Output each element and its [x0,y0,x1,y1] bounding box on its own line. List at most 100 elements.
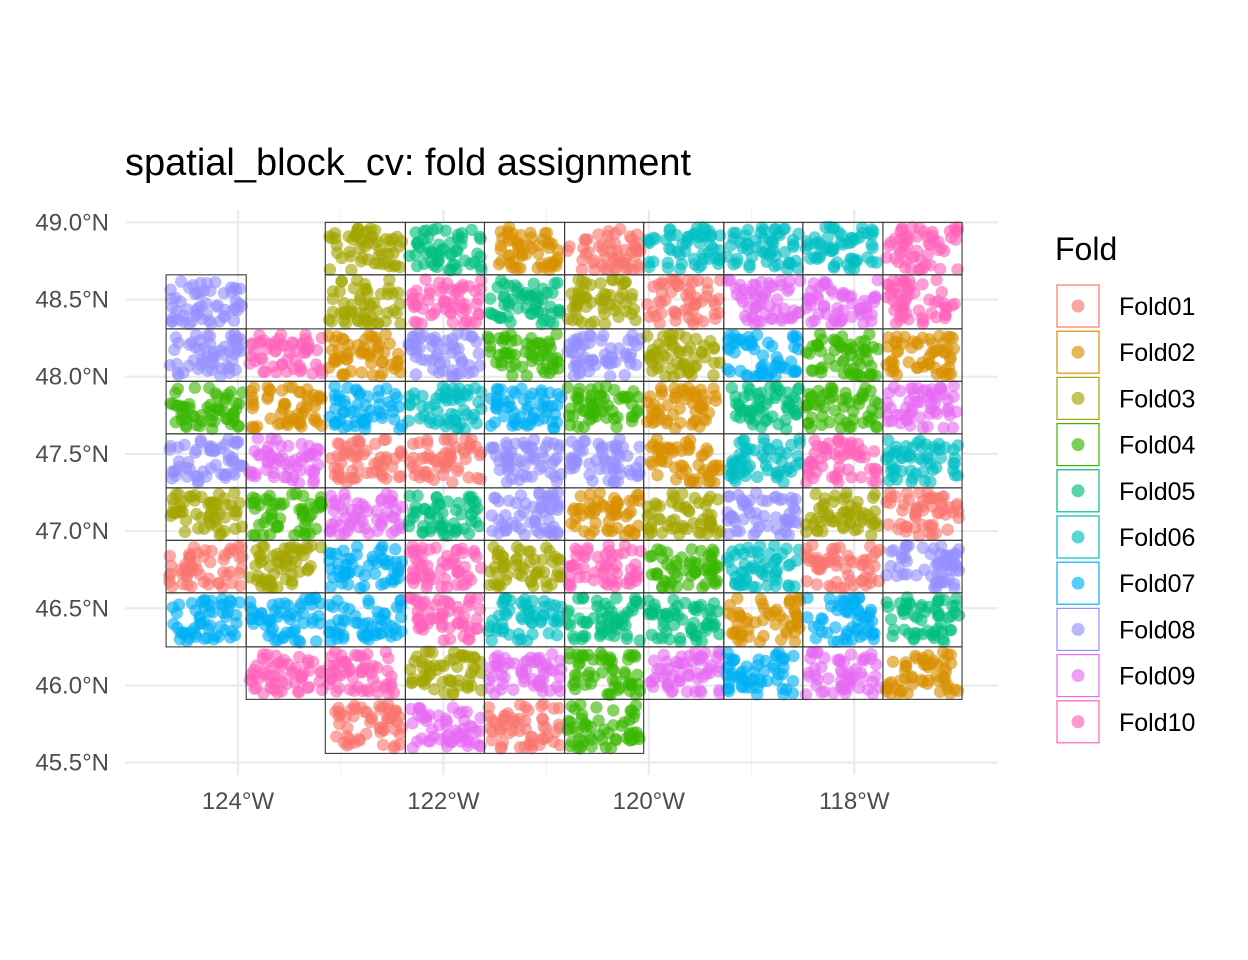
data-point [233,551,246,564]
data-point [865,368,878,381]
fold-10-points [880,273,961,330]
data-point [633,634,646,647]
data-point [268,343,282,357]
data-point [899,440,913,453]
data-point [284,626,297,640]
data-point [315,392,328,405]
data-point [470,613,483,626]
data-point [927,440,940,454]
data-point [688,360,701,374]
data-point [425,723,439,736]
data-point [707,342,720,355]
data-point [869,420,883,433]
fold-8-points [721,486,805,542]
data-point [224,281,238,294]
data-point [482,709,495,723]
data-point [607,474,621,488]
fold-9-points [721,273,806,330]
data-point [204,284,217,297]
data-point [289,555,303,568]
data-point [312,609,325,623]
fold-9-points [880,379,963,435]
data-point [656,580,669,593]
data-point [625,677,638,690]
data-point [361,253,375,266]
data-point [571,420,584,433]
data-point [220,568,234,582]
data-point [643,676,657,689]
data-point [201,364,214,377]
fold-9-points [243,432,326,490]
fold-9-points [799,645,886,701]
data-point [923,333,936,346]
data-point [409,553,422,566]
data-point [533,526,546,540]
data-point [793,437,806,450]
data-point [310,343,323,357]
data-point [779,362,792,375]
data-point [203,329,217,343]
data-point [466,412,479,425]
data-point [384,680,398,693]
data-point [565,435,578,448]
data-point [711,493,724,506]
data-point [810,551,823,564]
data-point [741,380,755,393]
data-point [939,346,952,360]
data-point [577,339,590,352]
data-point [668,382,681,395]
data-point [183,398,196,411]
data-point [745,335,759,348]
data-point [570,390,583,404]
data-point [775,311,789,325]
data-point [188,381,201,394]
data-point [462,599,476,612]
fold-9-points [323,487,409,541]
data-point [707,597,721,610]
data-point [267,567,281,581]
data-point [379,328,392,341]
data-point [517,289,530,302]
data-point [254,607,268,620]
data-point [920,658,933,671]
data-point [235,562,248,575]
data-point [452,391,465,404]
data-point [833,461,846,474]
data-point [938,244,951,258]
fold-7-points [166,593,246,648]
data-point [224,385,238,399]
data-point [169,386,182,399]
fold-10-points [880,221,965,277]
data-point [314,666,328,680]
data-point [762,276,776,290]
data-point [810,578,824,591]
data-point [575,275,589,288]
data-point [606,463,620,476]
fold-2-points [722,591,806,649]
data-point [864,576,877,589]
data-point [179,561,192,574]
data-point [163,549,176,563]
data-point [472,395,485,409]
data-point [244,595,257,608]
data-point [949,548,963,561]
data-point [538,227,552,240]
data-point [451,523,464,536]
data-point [179,514,193,527]
data-point [294,464,307,477]
data-point [895,221,909,235]
data-point [709,394,722,407]
fold-5-points [483,274,567,331]
data-point [786,687,800,700]
fold-7-points [721,328,805,383]
data-point [867,445,881,458]
data-point [224,329,238,343]
data-point [511,236,524,249]
data-point [452,674,465,687]
data-point [897,310,910,324]
data-point [941,523,954,536]
data-point [376,738,390,752]
data-point [642,256,656,269]
data-point [503,603,516,617]
data-point [608,491,621,505]
